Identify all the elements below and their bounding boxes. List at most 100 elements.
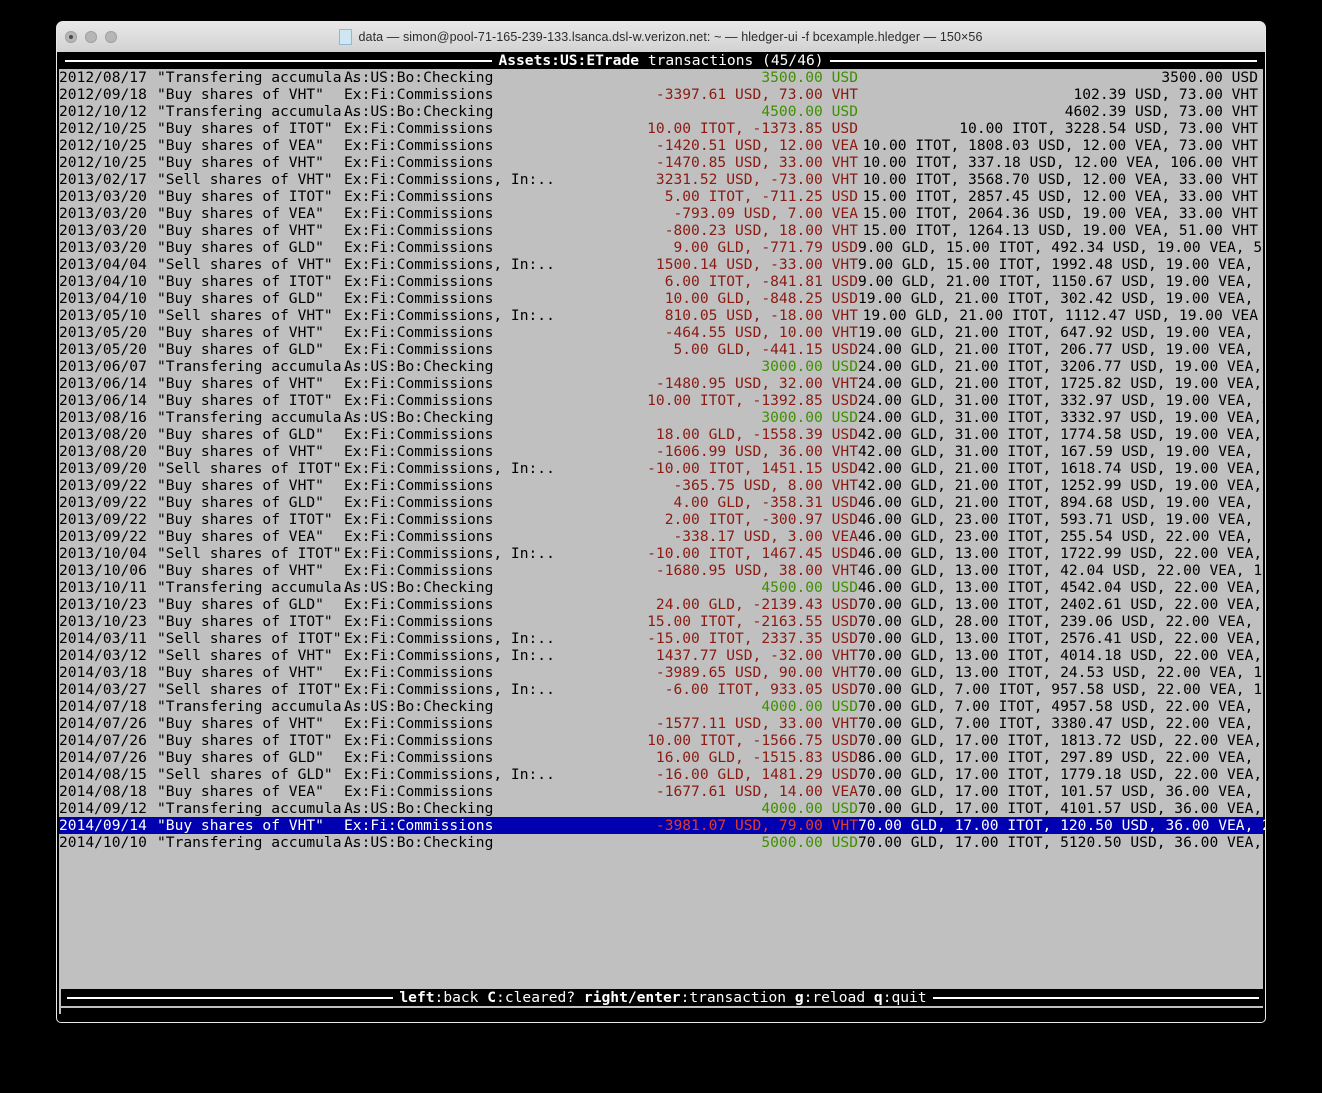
table-row[interactable]: 2013/09/20 "Sell shares of ITOT" Ex:Fi:Com… <box>59 460 1263 477</box>
table-row[interactable]: 2013/03/20 "Buy shares of VHT" Ex:Fi:Commi… <box>59 222 1263 239</box>
row-account: Ex:Fi:Commissions <box>344 239 494 256</box>
header-subtitle: transactions (45/46) <box>639 52 824 69</box>
table-row[interactable]: 2013/08/16 "Transfering accumula..As:US:B… <box>59 409 1263 426</box>
table-row[interactable]: 2013/06/14 "Buy shares of ITOT" Ex:Fi:Comm… <box>59 392 1265 409</box>
table-row[interactable]: 2013/10/06 "Buy shares of VHT" Ex:Fi:Commi… <box>59 562 1265 579</box>
terminal-window: data — simon@pool-71-165-239-133.lsanca.… <box>57 22 1265 1022</box>
table-row[interactable]: 2013/10/11 "Transfering accumula..As:US:B… <box>59 579 1263 596</box>
row-balance-amount: 24.00 GLD, 21.00 ITOT, 206.77 USD, 19.00… <box>858 341 1265 358</box>
row-description: "Buy shares of ITOT" <box>157 613 333 630</box>
table-row[interactable]: 2013/04/10 "Buy shares of GLD" Ex:Fi:Commi… <box>59 290 1265 307</box>
row-account: Ex:Fi:Commissions <box>344 511 494 528</box>
status-keybindings: left:back C:cleared? right/enter:transac… <box>399 989 926 1006</box>
status-key-cleared?: C <box>487 989 497 1006</box>
row-account: As:US:Bo:Checking <box>344 834 494 851</box>
table-row[interactable]: 2013/05/20 "Buy shares of GLD" Ex:Fi:Commi… <box>59 341 1265 358</box>
row-date: 2012/10/25 <box>59 120 147 137</box>
table-row[interactable]: 2013/09/22 "Buy shares of ITOT" Ex:Fi:Comm… <box>59 511 1265 528</box>
table-row[interactable]: 2014/09/12 "Transfering accumula..As:US:B… <box>59 800 1263 817</box>
status-label-quit: :quit <box>882 989 927 1006</box>
table-row[interactable]: 2013/02/17 "Sell shares of VHT" Ex:Fi:Comm… <box>59 171 1263 188</box>
table-row[interactable]: 2013/10/04 "Sell shares of ITOT" Ex:Fi:Com… <box>59 545 1263 562</box>
row-balance-amount: 15.00 ITOT, 2857.45 USD, 12.00 VEA, 33.0… <box>862 188 1258 205</box>
table-row[interactable]: 2014/08/18 "Buy shares of VEA" Ex:Fi:Commi… <box>59 783 1265 800</box>
table-row[interactable]: 2012/10/25 "Buy shares of VHT" Ex:Fi:Commi… <box>59 154 1263 171</box>
table-row[interactable]: 2014/07/26 "Buy shares of VHT" Ex:Fi:Commi… <box>59 715 1265 732</box>
row-date: 2013/05/20 <box>59 324 147 341</box>
row-account: Ex:Fi:Commissions, In:.. <box>344 171 555 188</box>
table-row[interactable]: 2014/03/18 "Buy shares of VHT" Ex:Fi:Commi… <box>59 664 1265 681</box>
table-row[interactable]: 2013/08/20 "Buy shares of VHT" Ex:Fi:Commi… <box>59 443 1265 460</box>
row-date: 2013/10/23 <box>59 613 147 630</box>
row-change-amount: 18.00 GLD, -1558.39 USD <box>655 426 858 443</box>
table-row[interactable]: 2012/10/25 "Buy shares of ITOT" Ex:Fi:Comm… <box>59 120 1263 137</box>
table-row[interactable]: 2014/07/26 "Buy shares of ITOT" Ex:Fi:Comm… <box>59 732 1263 749</box>
table-row[interactable]: 2014/07/18 "Transfering accumula..As:US:B… <box>59 698 1265 715</box>
row-description: "Transfering accumula.. <box>157 579 360 596</box>
row-account: Ex:Fi:Commissions <box>344 443 494 460</box>
transactions-list[interactable]: 2012/08/17 "Transfering accumula..As:US:B… <box>59 69 1265 851</box>
row-account: Ex:Fi:Commissions <box>344 120 494 137</box>
table-row[interactable]: 2013/05/10 "Sell shares of VHT" Ex:Fi:Comm… <box>59 307 1263 324</box>
row-balance-amount: 4602.39 USD, 73.00 VHT <box>1064 103 1258 120</box>
row-account: Ex:Fi:Commissions <box>344 596 494 613</box>
row-change-amount: -10.00 ITOT, 1451.15 USD <box>647 460 858 477</box>
row-change-amount: 5000.00 USD <box>761 834 858 851</box>
table-row[interactable]: 2013/10/23 "Buy shares of GLD" Ex:Fi:Commi… <box>59 596 1263 613</box>
table-row[interactable]: 2012/10/12 "Transfering accumula..As:US:B… <box>59 103 1263 120</box>
table-row[interactable]: 2013/04/10 "Buy shares of ITOT" Ex:Fi:Comm… <box>59 273 1265 290</box>
row-date: 2014/03/12 <box>59 647 147 664</box>
row-description: "Buy shares of VHT" <box>157 324 324 341</box>
row-account: Ex:Fi:Commissions <box>344 477 494 494</box>
close-window-button[interactable] <box>65 31 77 43</box>
table-row[interactable]: 2013/03/20 "Buy shares of ITOT" Ex:Fi:Comm… <box>59 188 1263 205</box>
row-account: Ex:Fi:Commissions <box>344 494 494 511</box>
table-row[interactable]: 2013/04/04 "Sell shares of VHT" Ex:Fi:Comm… <box>59 256 1265 273</box>
table-row[interactable]: 2013/03/20 "Buy shares of GLD" Ex:Fi:Commi… <box>59 239 1265 256</box>
row-description: "Buy shares of ITOT" <box>157 273 333 290</box>
table-row[interactable]: 2013/09/22 "Buy shares of VHT" Ex:Fi:Commi… <box>59 477 1263 494</box>
table-row[interactable]: 2013/08/20 "Buy shares of GLD" Ex:Fi:Commi… <box>59 426 1263 443</box>
table-row[interactable]: 2013/05/20 "Buy shares of VHT" Ex:Fi:Commi… <box>59 324 1265 341</box>
table-row[interactable]: 2013/06/14 "Buy shares of VHT" Ex:Fi:Commi… <box>59 375 1263 392</box>
row-change-amount: 15.00 ITOT, -2163.55 USD <box>647 613 858 630</box>
row-date: 2013/08/16 <box>59 409 147 426</box>
row-date: 2014/09/12 <box>59 800 147 817</box>
row-date: 2013/09/22 <box>59 477 147 494</box>
table-row[interactable]: 2014/03/27 "Sell shares of ITOT" Ex:Fi:Com… <box>59 681 1265 698</box>
table-row[interactable]: 2013/09/22 "Buy shares of GLD" Ex:Fi:Commi… <box>59 494 1265 511</box>
status-key-reload: g <box>794 989 804 1006</box>
row-change-amount: 10.00 ITOT, -1392.85 USD <box>647 392 858 409</box>
table-row[interactable]: 2014/07/26 "Buy shares of GLD" Ex:Fi:Commi… <box>59 749 1265 766</box>
table-row[interactable]: 2014/03/12 "Sell shares of VHT" Ex:Fi:Comm… <box>59 647 1263 664</box>
table-row[interactable]: 2014/08/15 "Sell shares of GLD" Ex:Fi:Comm… <box>59 766 1263 783</box>
table-row[interactable]: 2012/10/25 "Buy shares of VEA" Ex:Fi:Commi… <box>59 137 1263 154</box>
row-account: Ex:Fi:Commissions <box>344 528 494 545</box>
window-titlebar[interactable]: data — simon@pool-71-165-239-133.lsanca.… <box>57 22 1265 53</box>
table-row[interactable]: 2014/03/11 "Sell shares of ITOT" Ex:Fi:Com… <box>59 630 1263 647</box>
row-account: Ex:Fi:Commissions <box>344 205 494 222</box>
table-row[interactable]: 2013/03/20 "Buy shares of VEA" Ex:Fi:Commi… <box>59 205 1263 222</box>
row-date: 2013/04/04 <box>59 256 147 273</box>
table-row[interactable]: 2014/09/14 "Buy shares of VHT" Ex:Fi:Commi… <box>59 817 1265 834</box>
row-date: 2014/03/11 <box>59 630 147 647</box>
status-bar: left:back C:cleared? right/enter:transac… <box>61 989 1265 1006</box>
row-date: 2013/06/07 <box>59 358 147 375</box>
row-description: "Transfering accumula.. <box>157 358 360 375</box>
table-row[interactable]: 2012/08/17 "Transfering accumula..As:US:B… <box>59 69 1263 86</box>
table-row[interactable]: 2013/06/07 "Transfering accumula..As:US:B… <box>59 358 1263 375</box>
row-change-amount: -10.00 ITOT, 1467.45 USD <box>647 545 858 562</box>
row-balance-amount: 42.00 GLD, 21.00 ITOT, 1618.74 USD, 19.0… <box>858 460 1263 477</box>
table-row[interactable]: 2012/09/18 "Buy shares of VHT" Ex:Fi:Commi… <box>59 86 1263 103</box>
row-description: "Buy shares of VHT" <box>157 477 324 494</box>
table-row[interactable]: 2013/09/22 "Buy shares of VEA" Ex:Fi:Commi… <box>59 528 1265 545</box>
row-description: "Buy shares of GLD" <box>157 494 324 511</box>
row-date: 2013/05/10 <box>59 307 147 324</box>
row-account: Ex:Fi:Commissions <box>344 715 494 732</box>
row-change-amount: 5.00 ITOT, -711.25 USD <box>664 188 858 205</box>
window-traffic-lights <box>65 31 117 43</box>
zoom-window-button[interactable] <box>105 31 117 43</box>
minimize-window-button[interactable] <box>85 31 97 43</box>
table-row[interactable]: 2013/10/23 "Buy shares of ITOT" Ex:Fi:Comm… <box>59 613 1265 630</box>
table-row[interactable]: 2014/10/10 "Transfering accumula..As:US:B… <box>59 834 1263 851</box>
